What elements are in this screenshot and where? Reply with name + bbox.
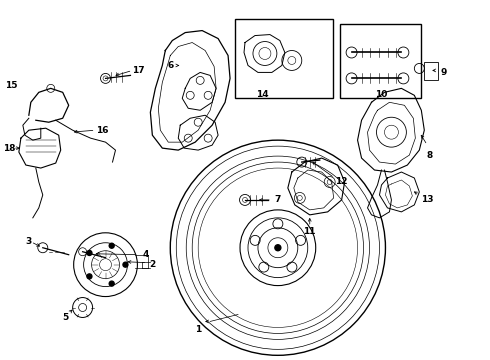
Circle shape bbox=[87, 274, 92, 279]
Text: 11: 11 bbox=[303, 227, 316, 236]
Circle shape bbox=[123, 262, 128, 267]
Text: 9: 9 bbox=[440, 68, 446, 77]
Text: 16: 16 bbox=[97, 126, 109, 135]
Text: 15: 15 bbox=[5, 81, 17, 90]
Text: 6: 6 bbox=[167, 61, 173, 70]
Text: 12: 12 bbox=[335, 177, 348, 186]
Circle shape bbox=[275, 245, 281, 251]
Text: 3: 3 bbox=[25, 237, 32, 246]
Circle shape bbox=[109, 243, 114, 248]
Text: 17: 17 bbox=[132, 66, 145, 75]
Text: 18: 18 bbox=[2, 144, 15, 153]
Text: 7: 7 bbox=[275, 195, 281, 204]
Bar bbox=[235, 19, 333, 98]
Bar bbox=[424, 62, 438, 80]
Bar bbox=[340, 24, 421, 98]
Text: 13: 13 bbox=[421, 195, 434, 204]
Text: 10: 10 bbox=[375, 90, 388, 99]
Text: 1: 1 bbox=[195, 325, 201, 334]
Text: 2: 2 bbox=[149, 260, 155, 269]
Circle shape bbox=[87, 251, 92, 256]
Text: 4: 4 bbox=[142, 250, 148, 259]
Text: 14: 14 bbox=[256, 90, 268, 99]
Text: 5: 5 bbox=[63, 313, 69, 322]
Circle shape bbox=[109, 281, 114, 286]
Text: 8: 8 bbox=[426, 150, 432, 159]
